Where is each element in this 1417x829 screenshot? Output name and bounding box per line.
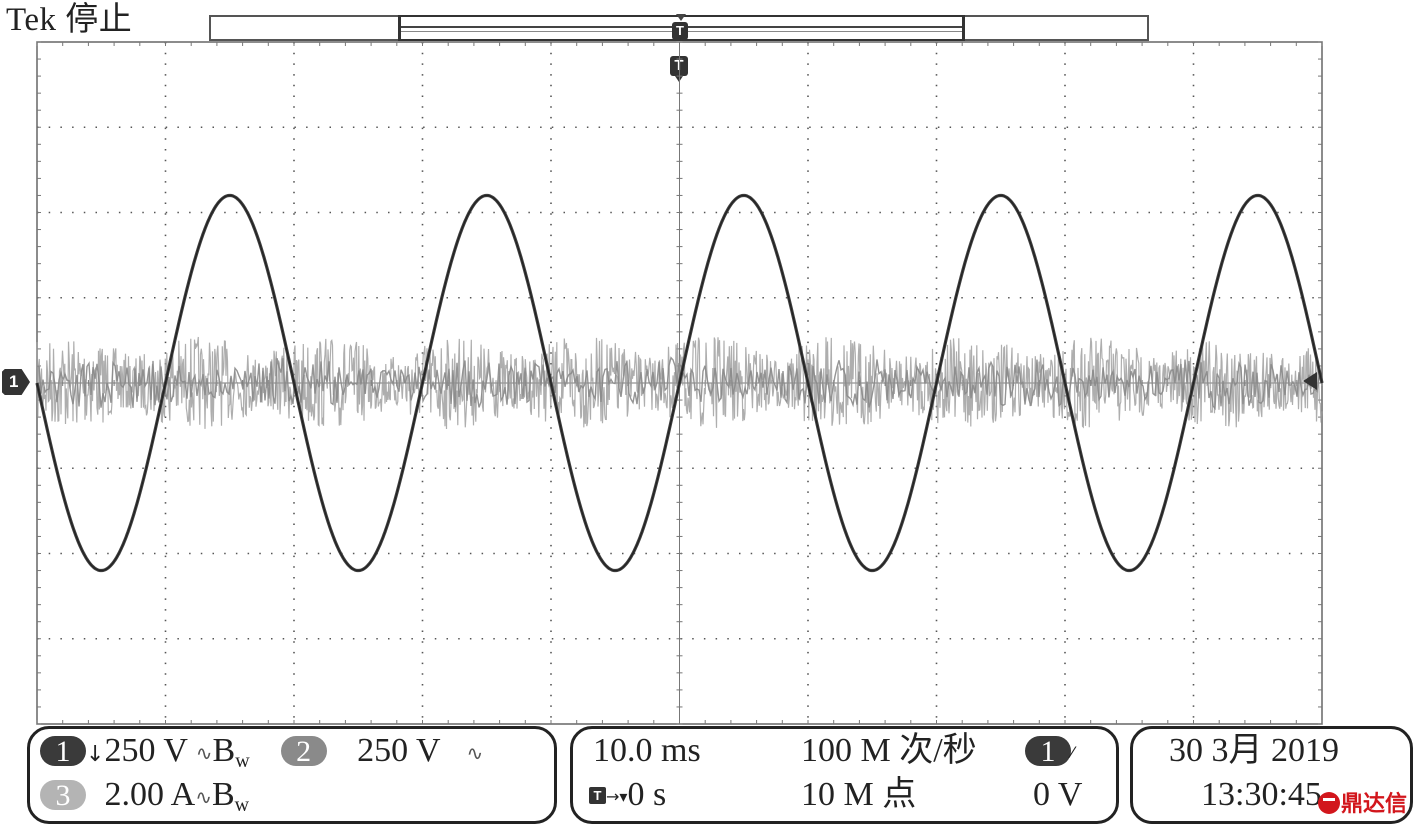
- ch1-bw-limit-icon: ∿: [195, 741, 213, 766]
- current-trace-core: [36, 356, 1322, 411]
- watermark-logo: 鼎达信: [1318, 790, 1407, 820]
- channel-settings-panel[interactable]: 1 ↓250 V ∿Bw 2 250 V ∿ 3 2.00 A∿Bw: [27, 726, 557, 824]
- datetime-panel: 30 3月 2019 13:30:45: [1130, 726, 1413, 824]
- record-length: 10 M 点: [801, 776, 917, 813]
- date-label: 30 3月 2019: [1169, 732, 1339, 769]
- ch1-ch2-readout: 1 ↓250 V ∿Bw 2 250 V ∿: [40, 731, 483, 781]
- ch3-scale: 2.00 A: [104, 776, 196, 813]
- coupling-arrow-icon: ↓: [86, 742, 105, 767]
- acquisition-state-label: 停止: [65, 2, 133, 38]
- delay-value: 0 s: [627, 776, 667, 813]
- delay-trigger-icon: T: [589, 786, 606, 804]
- waveform-traces: [35, 193, 1324, 573]
- ch3-bw-limit-icon: ∿: [195, 785, 212, 810]
- brand-label: Tek: [6, 2, 57, 38]
- scope-status-title: Tek 停止: [6, 0, 132, 40]
- ch1-bw-label: B: [212, 732, 236, 769]
- trigger-source-badge[interactable]: 1: [1025, 736, 1071, 767]
- timebase-panel[interactable]: 10.0 ms 100 M 次/秒 1 ⁄ T →▾0 s 10 M 点 0 V: [570, 726, 1119, 824]
- ch3-badge[interactable]: 3: [40, 780, 86, 811]
- ch1-badge[interactable]: 1: [40, 736, 86, 767]
- ch3-readout: 3 2.00 A∿Bw: [40, 775, 249, 825]
- watermark-logo-icon: [1318, 792, 1340, 814]
- rising-edge-icon: ⁄: [1071, 743, 1074, 763]
- ch2-bw-icon: ∿: [466, 741, 484, 766]
- watermark-text: 鼎达信: [1341, 792, 1408, 817]
- voltage-trace-core: [36, 194, 1323, 572]
- delay-arrow-icon: →▾: [606, 787, 628, 807]
- trigger-level-marker-icon[interactable]: [1303, 372, 1317, 390]
- ch3-bw-label: B: [211, 776, 235, 813]
- ch2-scale: 250 V: [357, 732, 440, 769]
- ch3-bw-sub: w: [234, 794, 250, 816]
- time-label: 13:30:45: [1201, 776, 1322, 813]
- trigger-source-readout: 1 ⁄: [1025, 731, 1074, 773]
- ch1-bw-sub: w: [235, 750, 250, 772]
- trigger-position-small-icon: T: [672, 22, 688, 40]
- ch1-scale: 250 V: [104, 732, 188, 769]
- trigger-position-pointer-icon: [676, 14, 686, 21]
- ch2-badge[interactable]: 2: [280, 736, 327, 767]
- horizontal-delay: T →▾0 s: [589, 775, 666, 817]
- horizontal-scale: 10.0 ms: [593, 732, 701, 769]
- trigger-level: 0 V: [1033, 776, 1083, 813]
- sample-rate: 100 M 次/秒: [801, 732, 977, 769]
